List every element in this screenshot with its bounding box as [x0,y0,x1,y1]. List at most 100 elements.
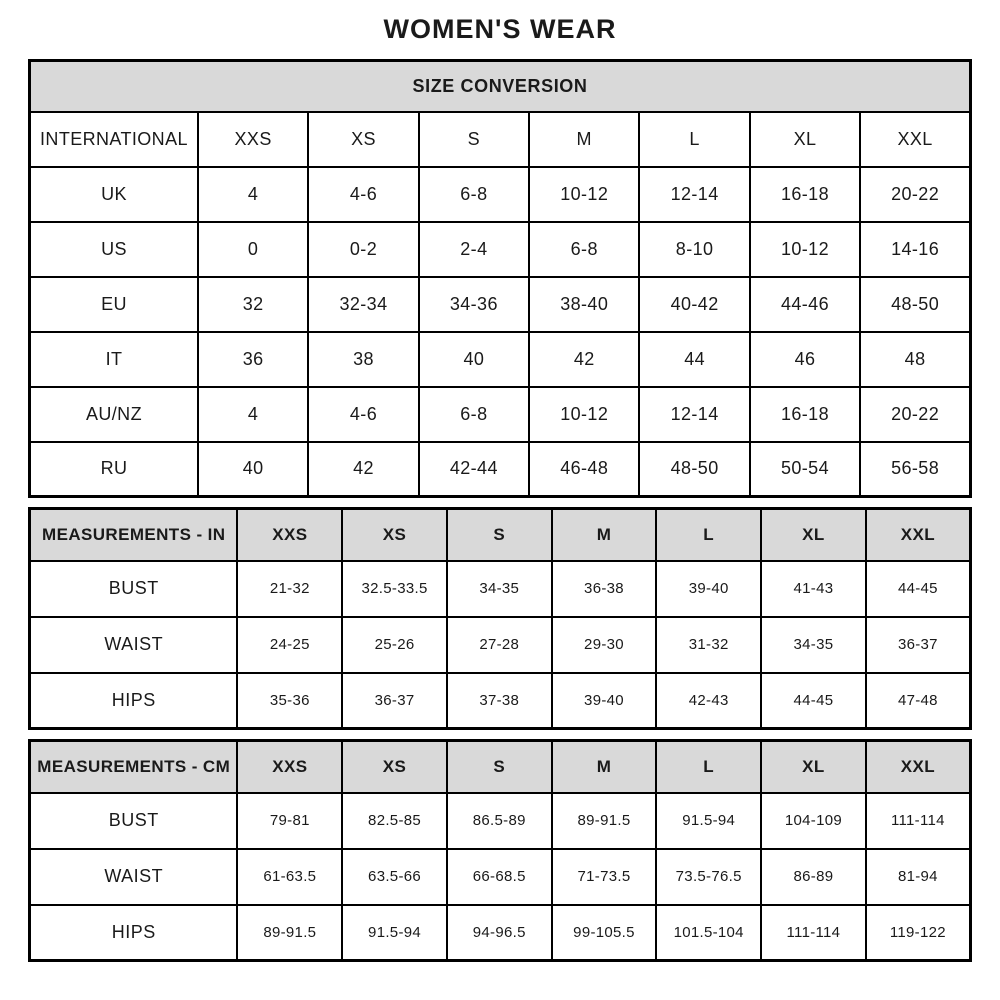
table-row-waist-in: WAIST 24-25 25-26 27-28 29-30 31-32 34-3… [28,615,972,674]
row-label: BUST [28,791,239,850]
measurement-cell: 39-40 [655,559,763,618]
size-cell: 20-22 [859,165,972,223]
measurement-cell: 47-48 [864,671,972,730]
size-header: M [550,507,658,562]
size-cell: 10-12 [748,220,862,278]
size-cell: XS [307,110,420,168]
measurement-cell: 42-43 [655,671,763,730]
size-cell: 42-44 [417,440,531,498]
size-cell: 8-10 [638,220,751,278]
size-cell: 6-8 [417,165,531,223]
table-row-aunz: AU/NZ 4 4-6 6-8 10-12 12-14 16-18 20-22 [28,385,972,443]
size-cell: 44-46 [748,275,862,333]
size-header: XL [760,507,867,562]
table-row-waist-cm: WAIST 61-63.5 63.5-66 66-68.5 71-73.5 73… [28,847,972,906]
size-cell: 46-48 [528,440,641,498]
size-cell: 38 [307,330,420,388]
size-cell: 56-58 [859,440,972,498]
size-conversion-table: SIZE CONVERSION INTERNATIONAL XXS XS S M… [28,59,972,498]
table-row-uk: UK 4 4-6 6-8 10-12 12-14 16-18 20-22 [28,165,972,223]
measurement-cell: 79-81 [236,791,344,850]
row-label: UK [28,165,199,223]
size-cell: 40 [196,440,310,498]
table-row-ru: RU 40 42 42-44 46-48 48-50 50-54 56-58 [28,440,972,498]
size-cell: 14-16 [859,220,972,278]
row-label: BUST [28,559,239,618]
size-cell: 34-36 [417,275,531,333]
measurement-cell: 86.5-89 [445,791,553,850]
measurement-cell: 101.5-104 [655,903,763,962]
row-label: WAIST [28,615,239,674]
measurement-cell: 86-89 [760,847,867,906]
measurement-cell: 21-32 [236,559,344,618]
measurement-cell: 36-38 [550,559,658,618]
size-cell: 10-12 [528,385,641,443]
size-header: XS [341,739,448,794]
table-row-international: INTERNATIONAL XXS XS S M L XL XXL [28,110,972,168]
measurement-cell: 104-109 [760,791,867,850]
size-cell: 38-40 [528,275,641,333]
measurement-cell: 24-25 [236,615,344,674]
size-cell: 4 [196,385,310,443]
size-cell: 12-14 [638,385,751,443]
size-cell: 4 [196,165,310,223]
size-header: L [655,739,763,794]
measurement-cell: 44-45 [864,559,972,618]
size-header: XL [760,739,867,794]
size-cell: 2-4 [417,220,531,278]
measurement-cell: 34-35 [445,559,553,618]
measurement-cell: 27-28 [445,615,553,674]
size-cell: 4-6 [307,385,420,443]
size-chart-page: WOMEN'S WEAR SIZE CONVERSION INTERNATION… [28,14,972,962]
size-header: S [445,507,553,562]
measurement-cell: 119-122 [864,903,972,962]
row-label: INTERNATIONAL [28,110,199,168]
measurement-cell: 39-40 [550,671,658,730]
measurement-cell: 35-36 [236,671,344,730]
size-cell: 48-50 [859,275,972,333]
measurement-cell: 44-45 [760,671,867,730]
table-row-it: IT 36 38 40 42 44 46 48 [28,330,972,388]
measurement-cell: 34-35 [760,615,867,674]
row-label: AU/NZ [28,385,199,443]
size-header: XXS [236,739,344,794]
size-cell: 46 [748,330,862,388]
measurements-in-table: MEASUREMENTS - IN XXS XS S M L XL XXL BU… [28,507,972,730]
size-header: XXS [236,507,344,562]
measurement-cell: 41-43 [760,559,867,618]
table-row-bust-cm: BUST 79-81 82.5-85 86.5-89 89-91.5 91.5-… [28,791,972,850]
measurements-cm-title: MEASUREMENTS - CM [28,739,239,794]
measurement-cell: 25-26 [341,615,448,674]
page-title: WOMEN'S WEAR [383,14,617,44]
measurement-cell: 31-32 [655,615,763,674]
measurement-cell: 94-96.5 [445,903,553,962]
measurement-cell: 111-114 [760,903,867,962]
table-row-bust-in: BUST 21-32 32.5-33.5 34-35 36-38 39-40 4… [28,559,972,618]
size-cell: 44 [638,330,751,388]
row-label: WAIST [28,847,239,906]
row-label: HIPS [28,671,239,730]
size-header: XXL [864,507,972,562]
size-cell: XXL [859,110,972,168]
row-label: IT [28,330,199,388]
size-cell: 10-12 [528,165,641,223]
measurement-cell: 81-94 [864,847,972,906]
size-cell: XL [748,110,862,168]
size-cell: 40 [417,330,531,388]
measurement-cell: 73.5-76.5 [655,847,763,906]
measurement-cell: 36-37 [864,615,972,674]
size-cell: 32 [196,275,310,333]
table-row-hips-in: HIPS 35-36 36-37 37-38 39-40 42-43 44-45… [28,671,972,730]
measurements-cm-header-row: MEASUREMENTS - CM XXS XS S M L XL XXL [28,739,972,794]
size-cell: 16-18 [748,165,862,223]
measurement-cell: 66-68.5 [445,847,553,906]
size-cell: 12-14 [638,165,751,223]
size-cell: 20-22 [859,385,972,443]
size-cell: M [528,110,641,168]
size-cell: 42 [528,330,641,388]
row-label: EU [28,275,199,333]
measurements-in-header-row: MEASUREMENTS - IN XXS XS S M L XL XXL [28,507,972,562]
size-cell: XXS [196,110,310,168]
size-cell: 6-8 [417,385,531,443]
measurement-cell: 32.5-33.5 [341,559,448,618]
